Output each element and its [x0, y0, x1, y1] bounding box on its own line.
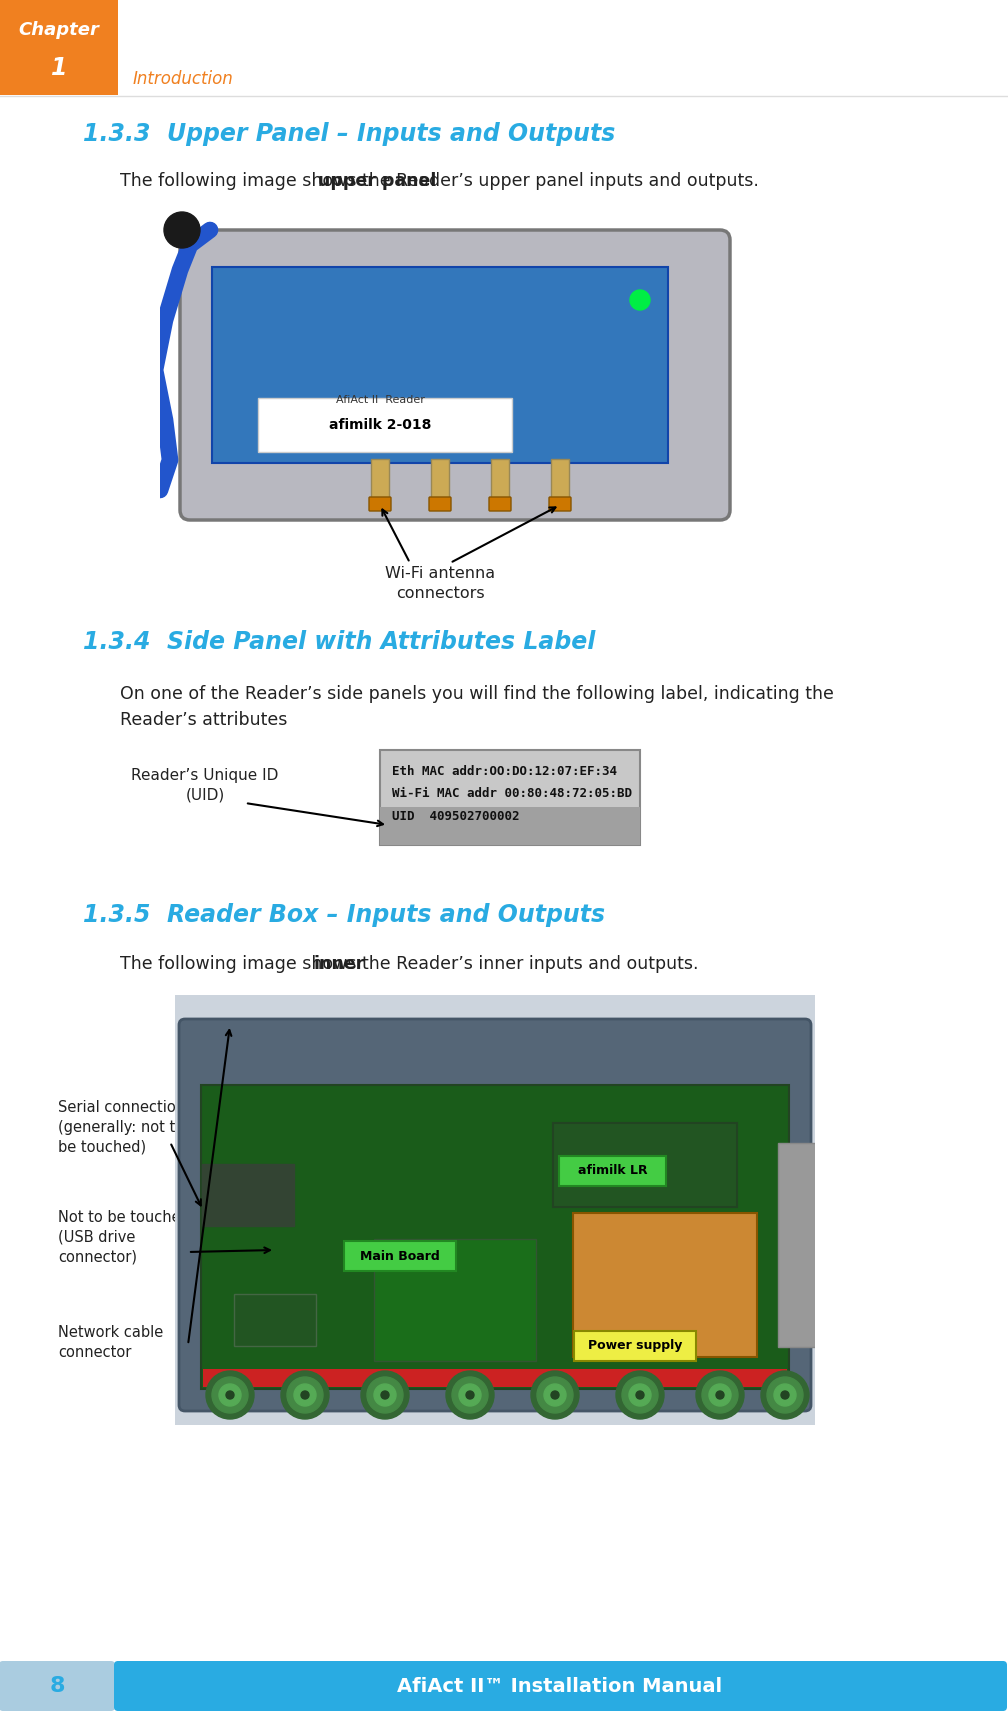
Text: The following image shows the Reader’s inner inputs and outputs.: The following image shows the Reader’s i… — [120, 956, 699, 973]
FancyBboxPatch shape — [380, 751, 640, 846]
Text: Wi-Fi MAC addr 00:80:48:72:05:BD: Wi-Fi MAC addr 00:80:48:72:05:BD — [392, 787, 632, 801]
Text: Reader’s Unique ID
(UID): Reader’s Unique ID (UID) — [131, 768, 278, 802]
FancyBboxPatch shape — [380, 808, 640, 846]
Text: Chapter: Chapter — [18, 21, 100, 40]
Text: AfiAct II™ Installation Manual: AfiAct II™ Installation Manual — [397, 1677, 723, 1696]
Text: On one of the Reader’s side panels you will find the following label, indicating: On one of the Reader’s side panels you w… — [120, 685, 834, 703]
Text: 1.3.5  Reader Box – Inputs and Outputs: 1.3.5 Reader Box – Inputs and Outputs — [83, 902, 605, 926]
FancyBboxPatch shape — [114, 1662, 1007, 1712]
Text: 1: 1 — [50, 57, 68, 79]
FancyBboxPatch shape — [0, 0, 118, 95]
Text: inner: inner — [313, 956, 365, 973]
FancyBboxPatch shape — [0, 1662, 115, 1712]
Text: The following image shows the Reader’s upper panel inputs and outputs.: The following image shows the Reader’s u… — [120, 172, 759, 189]
Text: upper panel: upper panel — [319, 172, 436, 189]
Text: Not to be touched
(USB drive
connector): Not to be touched (USB drive connector) — [58, 1211, 190, 1264]
Text: 1.3.4  Side Panel with Attributes Label: 1.3.4 Side Panel with Attributes Label — [83, 630, 596, 654]
Text: Wi-Fi antenna
connectors: Wi-Fi antenna connectors — [385, 567, 495, 601]
Text: Introduction: Introduction — [133, 71, 234, 88]
Text: Eth MAC addr:OO:DO:12:07:EF:34: Eth MAC addr:OO:DO:12:07:EF:34 — [392, 765, 617, 778]
Text: 1.3.3  Upper Panel – Inputs and Outputs: 1.3.3 Upper Panel – Inputs and Outputs — [83, 122, 615, 146]
Text: 8: 8 — [49, 1676, 65, 1696]
Text: Reader’s attributes: Reader’s attributes — [120, 711, 287, 728]
Text: Network cable
connector: Network cable connector — [58, 1324, 163, 1360]
Text: UID  409502700002: UID 409502700002 — [392, 809, 519, 823]
Text: Serial connection
(generally: not to
be touched): Serial connection (generally: not to be … — [58, 1100, 185, 1154]
